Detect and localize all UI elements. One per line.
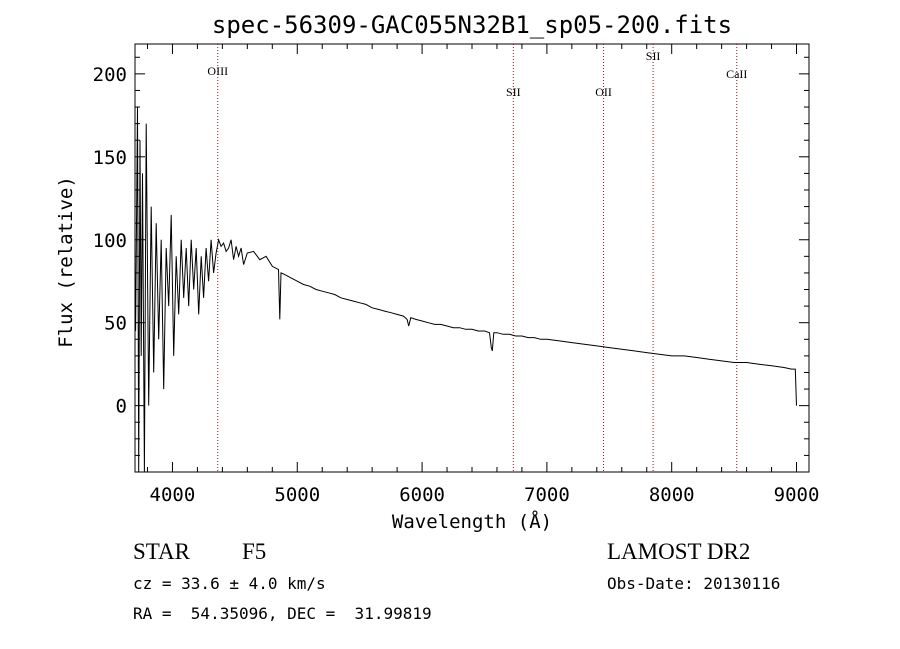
- y-axis-label: Flux (relative): [55, 176, 77, 348]
- x-tick-label: 4000: [150, 484, 196, 506]
- reference-line-label: OII: [595, 85, 612, 99]
- redshift-cz: cz = 33.6 ± 4.0 km/s: [133, 574, 326, 593]
- x-tick-label: 7000: [524, 484, 570, 506]
- reference-line-label: OIII: [207, 64, 228, 78]
- spectral-subclass: F5: [242, 539, 267, 564]
- x-axis-ticks: 4000 5000 6000 7000 8000 9000: [146, 44, 820, 506]
- x-tick-label: 8000: [649, 484, 695, 506]
- object-type: STAR: [133, 539, 190, 564]
- y-tick-label: 100: [93, 230, 127, 252]
- y-tick-label: 0: [116, 396, 127, 418]
- reference-line-label: CaII: [726, 67, 747, 81]
- obs-date: Obs-Date: 20130116: [607, 574, 781, 593]
- y-tick-label: 150: [93, 147, 127, 169]
- y-axis-ticks: 0 50 100 150 200: [93, 56, 809, 456]
- plot-frame: [134, 43, 810, 473]
- reference-line-label: SII: [506, 85, 521, 99]
- reference-lines: OIII SII OII SII CaII: [207, 44, 747, 472]
- chart-title: spec-56309-GAC055N32B1_sp05-200.fits: [212, 11, 732, 39]
- y-tick-label: 200: [93, 64, 127, 86]
- y-tick-label: 50: [104, 313, 127, 335]
- ra-dec: RA = 54.35096, DEC = 31.99819: [133, 604, 432, 623]
- x-tick-label: 9000: [774, 484, 820, 506]
- x-axis-label: Wavelength (Å): [392, 510, 552, 533]
- series-line-spectrum: [135, 106, 797, 473]
- x-tick-label: 5000: [274, 484, 320, 506]
- reference-line-label: SII: [646, 49, 661, 63]
- x-tick-label: 6000: [399, 484, 445, 506]
- survey-name: LAMOST DR2: [607, 539, 751, 564]
